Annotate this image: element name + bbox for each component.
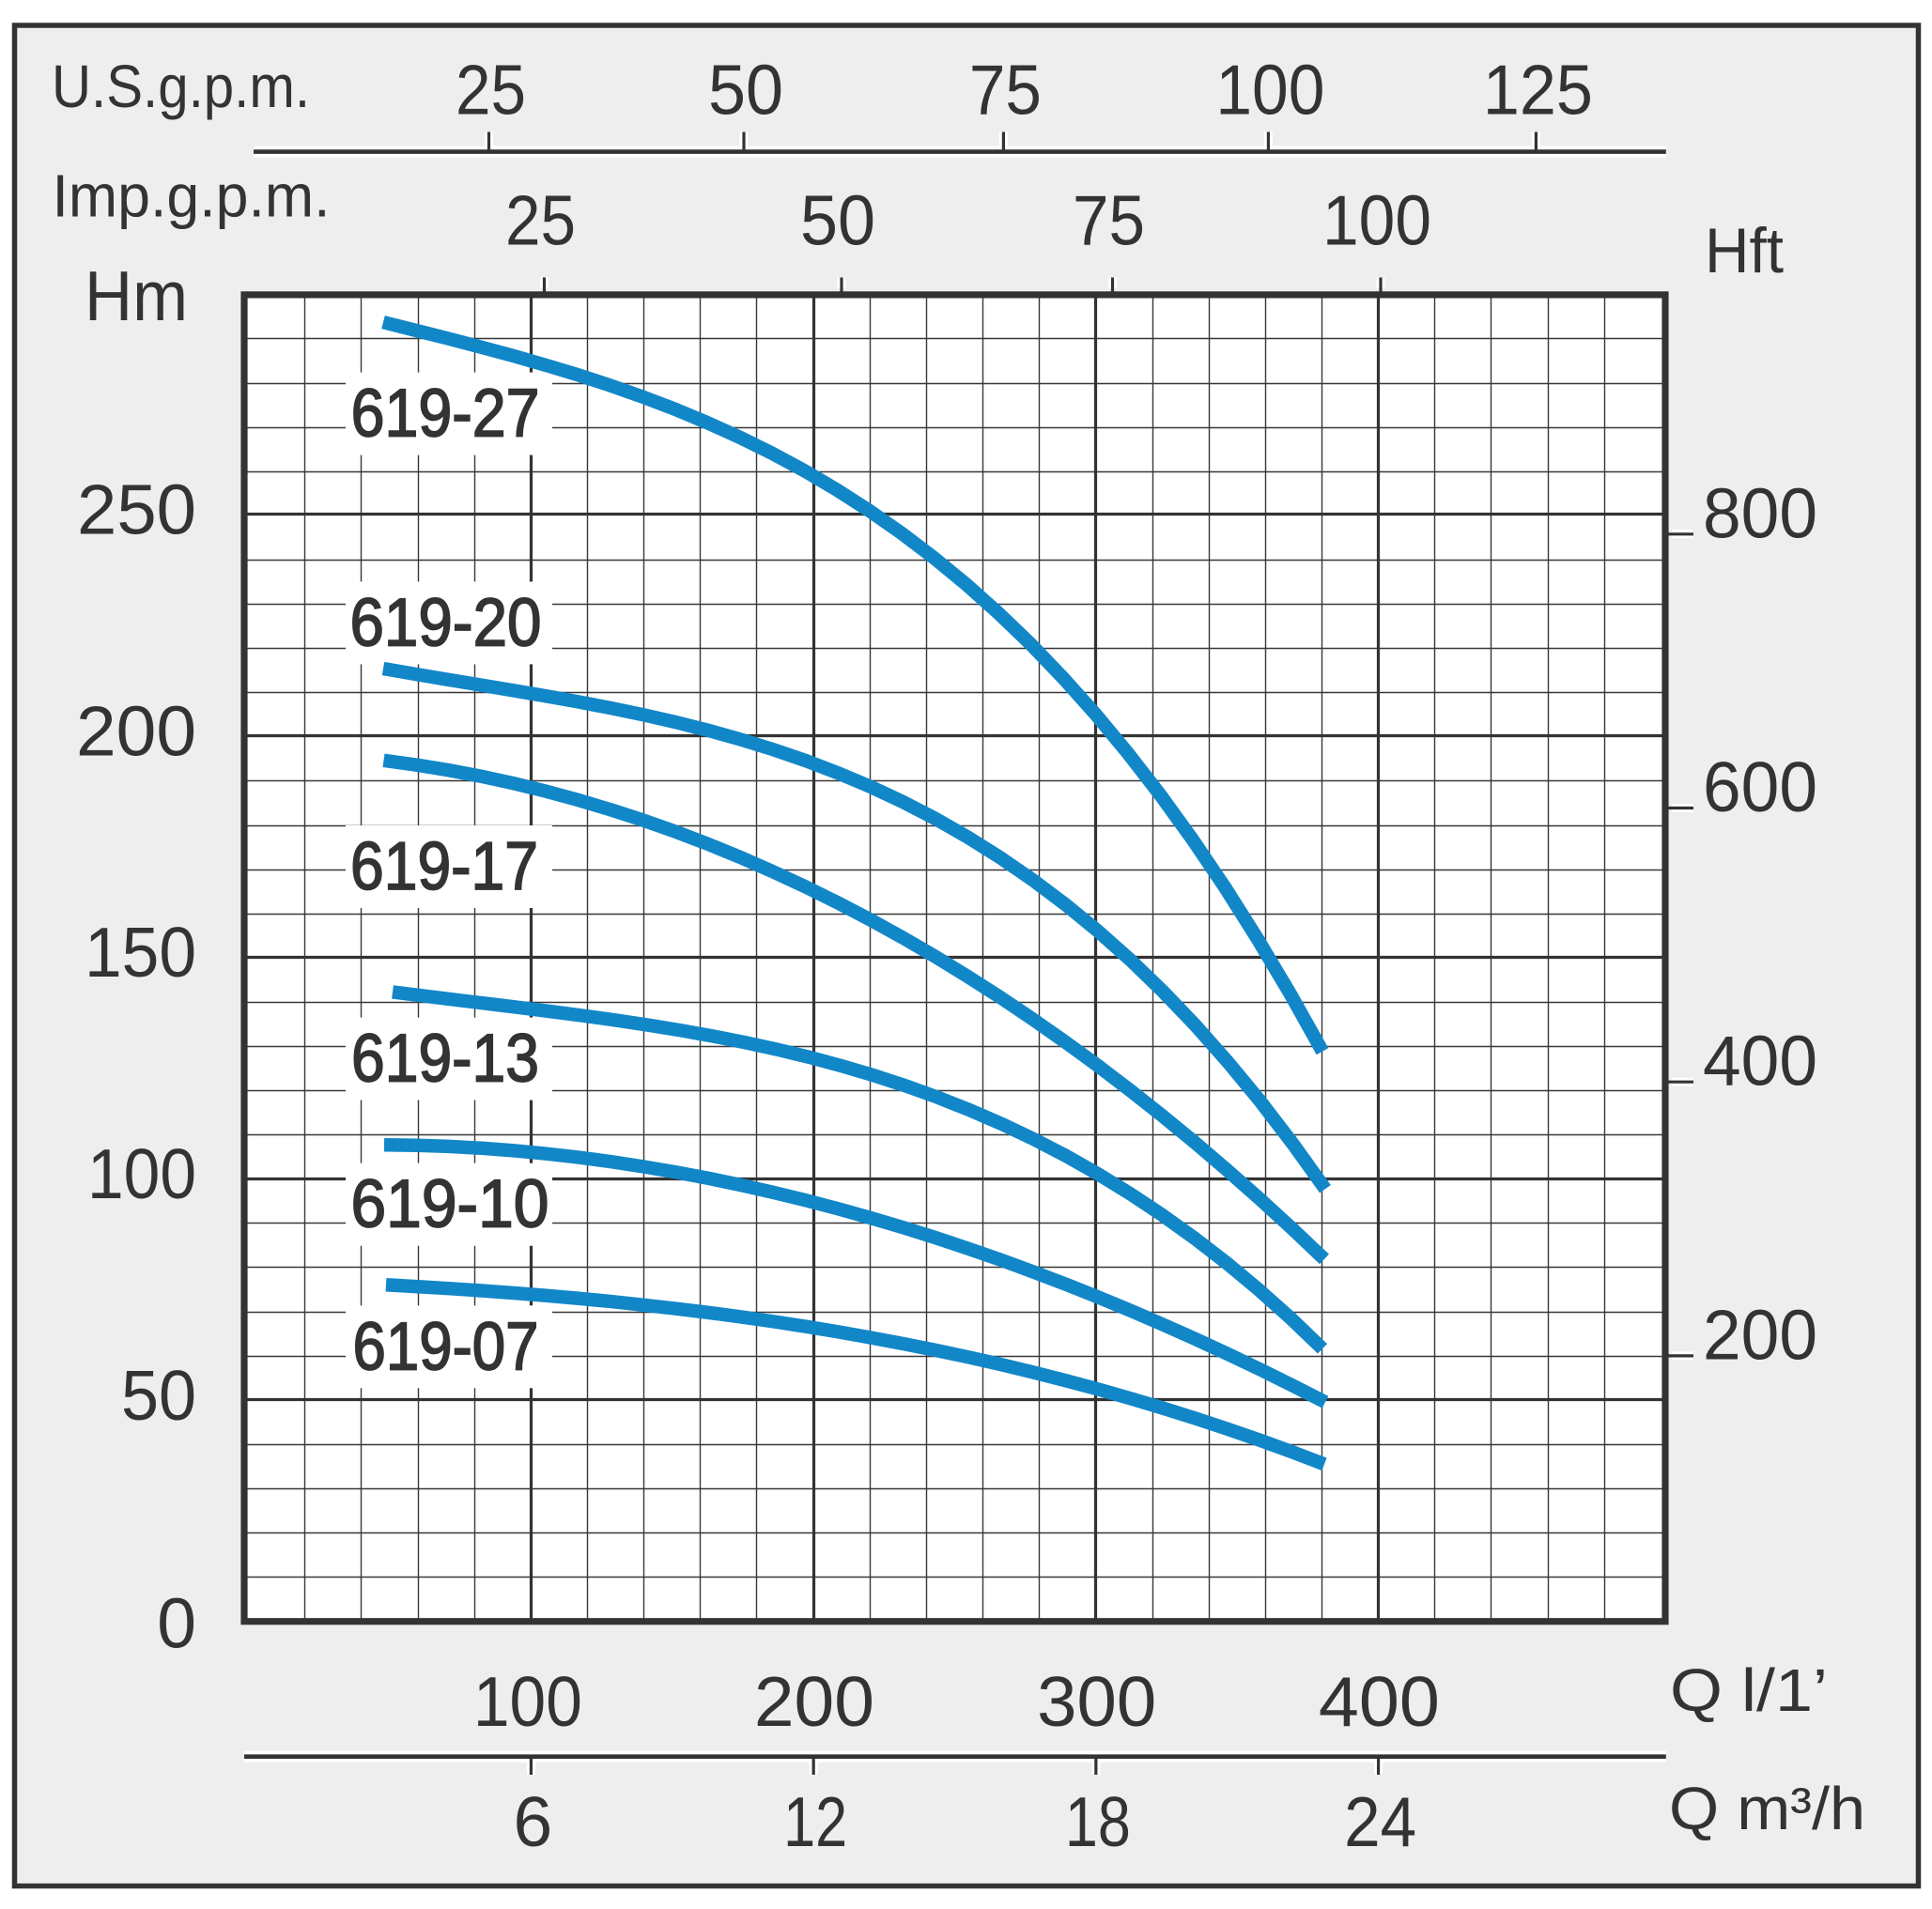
- svg-text:6: 6: [514, 1782, 553, 1861]
- svg-text:100: 100: [1215, 51, 1324, 130]
- svg-text:300: 300: [1037, 1662, 1156, 1741]
- svg-text:75: 75: [1073, 181, 1145, 260]
- svg-text:50: 50: [121, 1356, 196, 1435]
- svg-text:619-17: 619-17: [350, 829, 538, 904]
- svg-text:200: 200: [76, 691, 196, 770]
- svg-text:600: 600: [1703, 747, 1817, 826]
- svg-text:75: 75: [969, 51, 1042, 130]
- svg-text:18: 18: [1065, 1782, 1131, 1861]
- svg-text:100: 100: [473, 1662, 582, 1741]
- svg-text:50: 50: [800, 181, 875, 260]
- svg-text:Q l/1’: Q l/1’: [1670, 1656, 1828, 1724]
- svg-text:Hm: Hm: [85, 256, 188, 335]
- svg-text:619-07: 619-07: [353, 1309, 539, 1384]
- svg-text:100: 100: [1322, 181, 1431, 260]
- svg-text:0: 0: [157, 1584, 196, 1663]
- svg-text:200: 200: [1703, 1295, 1817, 1374]
- svg-text:800: 800: [1703, 473, 1817, 552]
- svg-text:50: 50: [708, 51, 783, 130]
- svg-text:150: 150: [85, 913, 196, 992]
- svg-text:12: 12: [783, 1782, 847, 1861]
- svg-text:200: 200: [754, 1662, 874, 1741]
- svg-text:400: 400: [1319, 1662, 1440, 1741]
- svg-text:24: 24: [1344, 1782, 1416, 1861]
- svg-text:25: 25: [456, 51, 526, 130]
- svg-text:25: 25: [505, 181, 576, 260]
- svg-text:Hft: Hft: [1705, 215, 1784, 286]
- svg-text:619-27: 619-27: [351, 377, 540, 452]
- svg-text:619-20: 619-20: [350, 585, 542, 660]
- svg-text:125: 125: [1483, 51, 1593, 130]
- svg-text:619-13: 619-13: [351, 1022, 539, 1097]
- svg-text:Imp.g.p.m.: Imp.g.p.m.: [53, 162, 331, 230]
- svg-text:100: 100: [87, 1134, 196, 1213]
- svg-text:Q m³/h: Q m³/h: [1669, 1775, 1865, 1842]
- svg-text:619-10: 619-10: [351, 1167, 549, 1242]
- svg-text:400: 400: [1703, 1022, 1817, 1101]
- svg-text:U.S.g.p.m.: U.S.g.p.m.: [52, 53, 310, 120]
- svg-text:250: 250: [77, 470, 196, 549]
